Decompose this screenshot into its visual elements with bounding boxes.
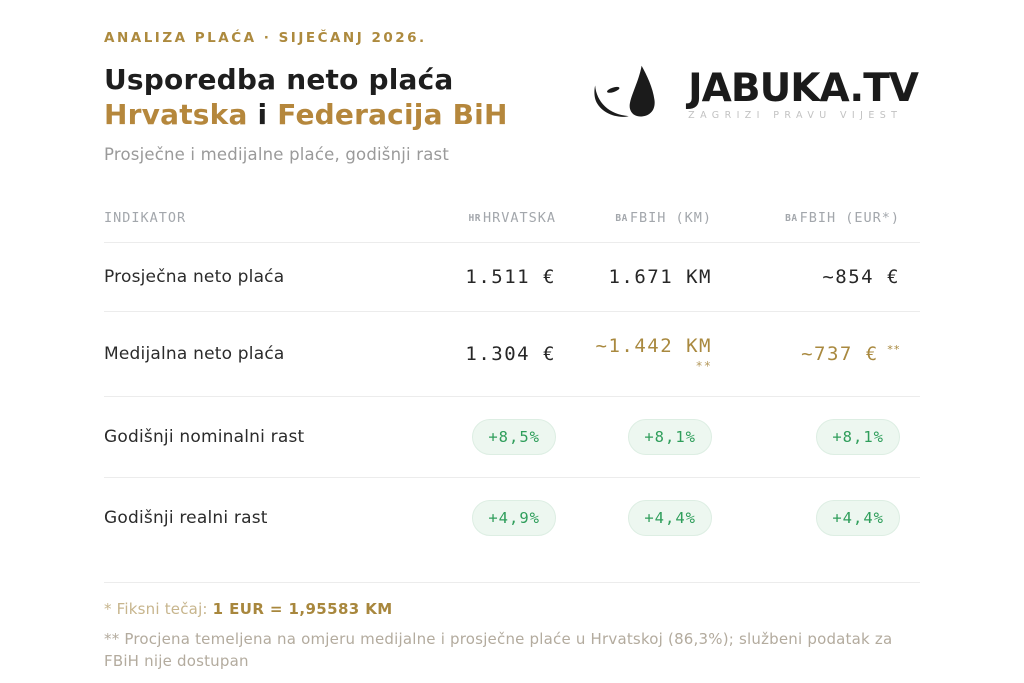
- row-label: Godišnji nominalni rast: [104, 427, 305, 447]
- logo-tagline: ZAGRIZI PRAVU VIJEST: [688, 110, 903, 121]
- subtitle: Prosječne i medijalne plaće, godišnji ra…: [104, 145, 450, 164]
- column-header-fbih-km: BA FBIH (KM): [615, 210, 712, 226]
- country-code-ba: BA: [785, 213, 798, 224]
- row-label: Prosječna neto plaća: [104, 267, 285, 287]
- country-code-hr: HR: [468, 213, 481, 224]
- growth-badge-fbih-km-nominal: +8,1%: [628, 419, 712, 455]
- table-header-row: INDIKATOR HR HRVATSKA BA FBIH (KM) BA FBIH …: [104, 210, 920, 243]
- jabuka-logo: JABUKA.TV ZAGRIZI PRAVU VIJEST: [590, 64, 919, 126]
- footnote-estimate-method: ** Procjena temeljena na omjeru medijaln…: [104, 630, 893, 670]
- row-label: Medijalna neto plaća: [104, 344, 285, 364]
- growth-badge-fbih-eur-nominal: +8,1%: [816, 419, 900, 455]
- estimate-note-marker: **: [695, 359, 712, 373]
- growth-badge-hr-real: +4,9%: [472, 500, 556, 536]
- value-fbih-km-median-estimate: ~1.442 KM **: [595, 335, 712, 373]
- row-label: Godišnji realni rast: [104, 508, 268, 528]
- logo-text: JABUKA.TV ZAGRIZI PRAVU VIJEST: [688, 66, 919, 122]
- table-row-nominalni-rast: Godišnji nominalni rast +8,5% +8,1% +8,1…: [104, 397, 920, 478]
- column-header-indikator: INDIKATOR: [104, 210, 187, 226]
- growth-badge-fbih-eur-real: +4,4%: [816, 500, 900, 536]
- salary-comparison-table: INDIKATOR HR HRVATSKA BA FBIH (KM) BA FBIH …: [104, 210, 920, 583]
- column-header-fbih-eur: BA FBIH (EUR*): [785, 210, 900, 226]
- title-accent-hrvatska: Hrvatska: [104, 98, 248, 131]
- page-title: Usporedba neto plaća Hrvatska i Federacij…: [104, 62, 920, 132]
- eyebrow: ANALIZA PLAĆA · SIJEČANJ 2026.: [104, 30, 427, 46]
- title-line1: Usporedba neto plaća: [104, 63, 454, 96]
- value-fbih-eur-median-estimate: ~737 € **: [801, 343, 900, 365]
- footnotes: * Fiksni tečaj: 1 EUR = 1,95583 KM ** Pr…: [104, 600, 920, 673]
- estimate-note-marker: **: [886, 343, 900, 356]
- table-row-medijalna-placa: Medijalna neto plaća 1.304 € ~1.442 KM *…: [104, 312, 920, 397]
- apple-bite-icon: [590, 64, 676, 126]
- value-fbih-km-average: 1.671 KM: [608, 266, 712, 288]
- value-hr-average: 1.511 €: [465, 266, 556, 288]
- growth-badge-hr-nominal: +8,5%: [472, 419, 556, 455]
- value-hr-median: 1.304 €: [465, 343, 556, 365]
- logo-wordmark: JABUKA.TV: [688, 66, 919, 111]
- title-conjunction: i: [247, 98, 278, 131]
- footnote-exchange-rate: * Fiksni tečaj: 1 EUR = 1,95583 KM: [104, 600, 393, 618]
- column-header-hrvatska: HR HRVATSKA: [468, 210, 556, 226]
- value-fbih-eur-average: ~854 €: [822, 266, 900, 288]
- country-code-ba: BA: [615, 213, 628, 224]
- table-row-realni-rast: Godišnji realni rast +4,9% +4,4% +4,4%: [104, 478, 920, 583]
- title-accent-fbih: Federacija BiH: [277, 98, 508, 131]
- exchange-rate-value: 1 EUR = 1,95583 KM: [212, 600, 393, 618]
- table-row-prosjecna-placa: Prosječna neto plaća 1.511 € 1.671 KM ~8…: [104, 243, 920, 312]
- growth-badge-fbih-km-real: +4,4%: [628, 500, 712, 536]
